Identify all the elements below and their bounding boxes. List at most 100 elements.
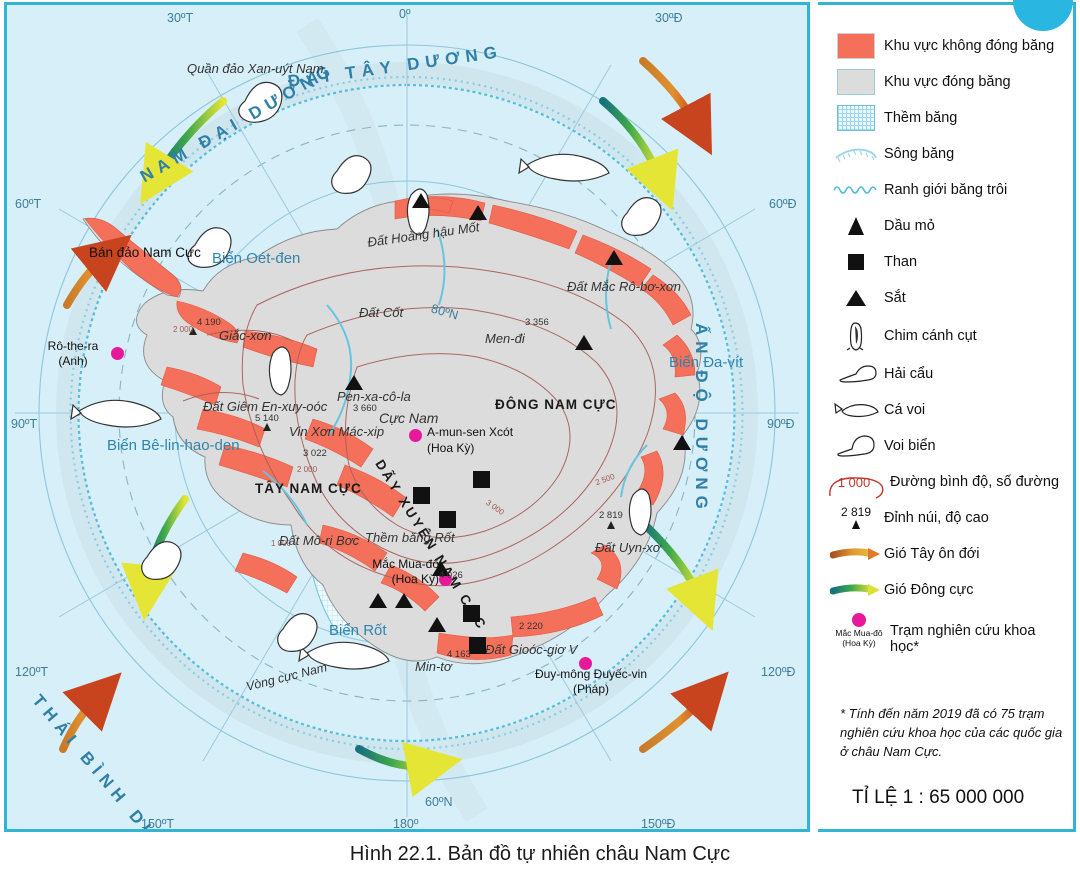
coal-marker [439, 511, 456, 528]
whale-icon [70, 399, 162, 428]
legend-label-glacier: Sông băng [884, 146, 955, 162]
legend-item-ice-free: Khu vực không đóng băng [828, 33, 1067, 59]
coal-icon [828, 251, 884, 273]
peak-value: 2 819 [840, 505, 872, 520]
legend-label-ice-covered: Khu vực đóng băng [884, 74, 1011, 90]
seal-icon [187, 227, 232, 268]
whale-icon [518, 153, 610, 182]
seal-icon [141, 541, 182, 580]
coal-marker [413, 487, 430, 504]
legend-item-peak: 2 819 Đỉnh núi, độ cao [828, 505, 1067, 531]
iron-marker [575, 335, 593, 350]
legend-label-penguin: Chim cánh cụt [884, 328, 977, 344]
seal-icon [277, 613, 318, 652]
seal-icon [621, 197, 662, 236]
legend-item-iron: Sắt [828, 285, 1067, 311]
legend-label-coal: Than [884, 254, 918, 270]
legend-item-ice-covered: Khu vực đóng băng [828, 69, 1067, 95]
legend-label-westerly-wind: Gió Tây ôn đới [884, 546, 980, 562]
elephant-seal-icon [828, 433, 884, 459]
oil-marker [428, 617, 446, 632]
legend-label-seal: Hải cẩu [884, 366, 934, 382]
westerly-wind-icon [828, 544, 884, 564]
legend-footnote: * Tính đến năm 2019 đã có 75 trạm nghiên… [840, 706, 1063, 759]
contour-icon: 1 000 [828, 474, 884, 499]
legend-item-seal: Hải cẩu [828, 361, 1067, 387]
whale-icon [828, 399, 884, 421]
iron-marker [345, 375, 363, 390]
contour-value: 1 000 [837, 474, 871, 490]
iron-marker [432, 561, 450, 576]
map-scale: TỈ LỆ 1 : 65 000 000 [852, 787, 1025, 808]
penguin-icon [828, 321, 884, 351]
legend-item-oil: Dầu mỏ [828, 213, 1067, 239]
legend-item-whale: Cá voi [828, 397, 1067, 423]
glacier-icon [828, 144, 884, 164]
station-marker-mcmurdo[interactable] [439, 573, 452, 586]
peak-icon: 2 819 [828, 506, 884, 530]
station-example-caption: Mắc Mua-đô (Hoa Kỳ) [835, 628, 883, 649]
legend-item-penguin: Chim cánh cụt [828, 321, 1067, 351]
oil-marker [369, 593, 387, 608]
oil-marker [605, 250, 623, 265]
polar-easterly-wind-icon [828, 580, 884, 600]
legend-item-contour: 1 000 Đường bình độ, số đường [828, 469, 1067, 499]
legend-item-ice-shelf: Thềm băng [828, 105, 1067, 131]
ice-free-areas [84, 196, 696, 660]
station-dot-icon [852, 613, 866, 627]
peak-marker-2819 [607, 521, 615, 529]
legend-label-elephant-seal: Voi biển [884, 438, 936, 454]
legend-label-research-station: Trạm nghiên cứu khoa học* [890, 623, 1036, 655]
whale-icon [298, 641, 390, 670]
legend-label-ice-shelf: Thềm băng [884, 110, 958, 126]
swatch-ice-free-icon [828, 33, 884, 59]
iron-marker [673, 435, 691, 450]
legend-item-polar-easterly-wind: Gió Đông cực [828, 577, 1067, 603]
iron-icon [828, 287, 884, 309]
legend-item-westerly-wind: Gió Tây ôn đới [828, 541, 1067, 567]
peak-marker-vinson [263, 423, 271, 431]
swatch-ice-shelf-icon [828, 105, 884, 131]
station-marker-dumont-durville[interactable] [579, 657, 592, 670]
peak-marker-jackson [189, 327, 197, 335]
legend-panel: Khu vực không đóng băng Khu vực đóng băn… [818, 0, 1076, 832]
contour-lines [182, 265, 656, 587]
oil-marker [412, 193, 430, 208]
seal-icon [238, 81, 283, 123]
station-marker-amundsen-scott[interactable] [409, 429, 422, 442]
legend-item-coal: Than [828, 249, 1067, 275]
legend-item-glacier: Sông băng [828, 141, 1067, 167]
seal-icon [331, 155, 372, 194]
penguin-icon [628, 488, 652, 536]
coal-marker [469, 637, 486, 654]
coal-marker [473, 471, 490, 488]
map-graphics [15, 13, 799, 823]
swatch-ice-covered-icon [828, 69, 884, 95]
legend-item-drift-ice-boundary: Ranh giới băng trôi [828, 177, 1067, 203]
station-marker-rothera[interactable] [111, 347, 124, 360]
map-canvas: ĐẠI TÂY DƯƠNG NAM ĐẠI DƯƠNG ẤN ĐỘ DƯƠNG … [7, 5, 807, 829]
legend-label-peak: Đỉnh núi, độ cao [884, 510, 989, 526]
legend-label-ice-free: Khu vực không đóng băng [884, 38, 1055, 54]
westerly-wind-arrows [59, 57, 729, 753]
legend-label-whale: Cá voi [884, 402, 926, 418]
glaciers [262, 228, 648, 526]
oil-icon [828, 214, 884, 238]
legend-item-elephant-seal: Voi biển [828, 433, 1067, 459]
legend-label-oil: Dầu mỏ [884, 218, 935, 234]
legend-label-iron: Sắt [884, 290, 906, 306]
station-icon: Mắc Mua-đô (Hoa Kỳ) [828, 613, 890, 649]
penguin-icon [268, 346, 292, 396]
map-panel: ĐẠI TÂY DƯƠNG NAM ĐẠI DƯƠNG ẤN ĐỘ DƯƠNG … [4, 2, 810, 832]
oil-marker [395, 593, 413, 608]
figure-caption: Hình 22.1. Bản đồ tự nhiên châu Nam Cực [349, 843, 731, 865]
station-example-country: (Hoa Kỳ) [842, 637, 876, 648]
oil-marker [469, 205, 487, 220]
seal-icon [828, 362, 884, 386]
station-example-name: Mắc Mua-đô [835, 628, 883, 638]
legend-label-polar-easterly-wind: Gió Đông cực [884, 582, 974, 598]
legend-label-contour: Đường bình độ, số đường [890, 474, 1060, 490]
wildlife-icons [70, 81, 662, 670]
drift-ice-boundary-icon [828, 182, 884, 198]
legend-label-drift-ice-boundary: Ranh giới băng trôi [884, 182, 1008, 198]
